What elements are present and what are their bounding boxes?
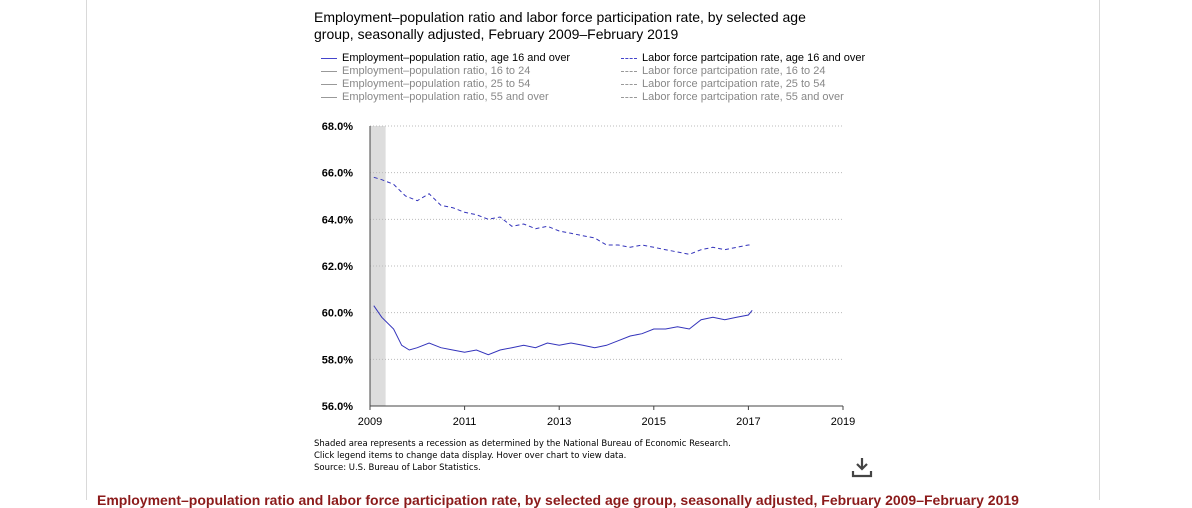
legend-item-emp-55-over[interactable]: Employment–population ratio, 55 and over	[321, 91, 570, 104]
legend-label: Employment–population ratio, age 16 and …	[342, 52, 571, 64]
legend-swatch	[621, 97, 637, 98]
y-tick-label: 68.0%	[322, 121, 353, 133]
legend-swatch	[321, 84, 337, 85]
legend-swatch	[621, 84, 637, 85]
legend-column-left: Employment–population ratio, age 16 and …	[321, 52, 570, 104]
legend-label: Labor force partcipation rate, 25 to 54	[642, 78, 826, 90]
y-tick-label: 64.0%	[322, 214, 353, 226]
y-tick-label: 62.0%	[322, 261, 353, 273]
legend-label: Labor force partcipation rate, age 16 an…	[642, 52, 866, 64]
note-instructions: Click legend items to change data displa…	[314, 451, 627, 461]
legend-item-lfpr-55-over[interactable]: Labor force partcipation rate, 55 and ov…	[621, 91, 885, 104]
legend-swatch	[621, 58, 637, 59]
x-tick-label: 2013	[547, 416, 571, 428]
chart-notes: Shaded area represents a recession as de…	[314, 438, 731, 474]
legend-item-emp-16-over[interactable]: Employment–population ratio, age 16 and …	[321, 52, 570, 65]
legend-item-emp-16-24[interactable]: Employment–population ratio, 16 to 24	[321, 65, 570, 78]
legend-swatch	[321, 97, 337, 98]
chart-title: Employment–population ratio and labor fo…	[314, 9, 806, 42]
legend-item-emp-25-54[interactable]: Employment–population ratio, 25 to 54	[321, 78, 570, 91]
series-line-labor-force-rate	[373, 176, 753, 255]
legend-swatch	[321, 71, 337, 72]
y-tick-label: 56.0%	[322, 401, 353, 413]
x-tick-label: 2019	[831, 416, 855, 428]
x-tick-label: 2009	[358, 416, 382, 428]
legend-label: Employment–population ratio, 16 to 24	[342, 65, 531, 77]
y-tick-label: 60.0%	[322, 308, 353, 320]
legend-label: Labor force partcipation rate, 55 and ov…	[642, 91, 844, 103]
legend-item-lfpr-25-54[interactable]: Labor force partcipation rate, 25 to 54	[621, 78, 885, 91]
legend-column-right: Labor force partcipation rate, age 16 an…	[621, 52, 885, 104]
legend-label: Labor force partcipation rate, 16 to 24	[642, 65, 826, 77]
bottom-chart-heading: Employment–population ratio and labor fo…	[97, 492, 1019, 508]
page-frame	[86, 0, 1100, 500]
x-tick-label: 2015	[642, 416, 666, 428]
y-tick-label: 66.0%	[322, 168, 353, 180]
recession-shading	[370, 126, 386, 406]
legend-item-lfpr-16-24[interactable]: Labor force partcipation rate, 16 to 24	[621, 65, 885, 78]
legend-swatch	[321, 58, 337, 59]
legend-label: Employment–population ratio, 55 and over	[342, 91, 549, 103]
note-source: Source: U.S. Bureau of Labor Statistics.	[314, 463, 481, 473]
note-recession: Shaded area represents a recession as de…	[314, 439, 731, 449]
y-tick-label: 58.0%	[322, 354, 353, 366]
legend-label: Employment–population ratio, 25 to 54	[342, 78, 531, 90]
series-line-employment-ratio	[373, 305, 753, 356]
x-tick-label: 2017	[736, 416, 760, 428]
legend-swatch	[621, 71, 637, 72]
download-icon[interactable]	[850, 455, 874, 479]
legend-item-lfpr-16-over[interactable]: Labor force partcipation rate, age 16 an…	[621, 52, 885, 65]
x-tick-label: 2011	[453, 416, 477, 428]
